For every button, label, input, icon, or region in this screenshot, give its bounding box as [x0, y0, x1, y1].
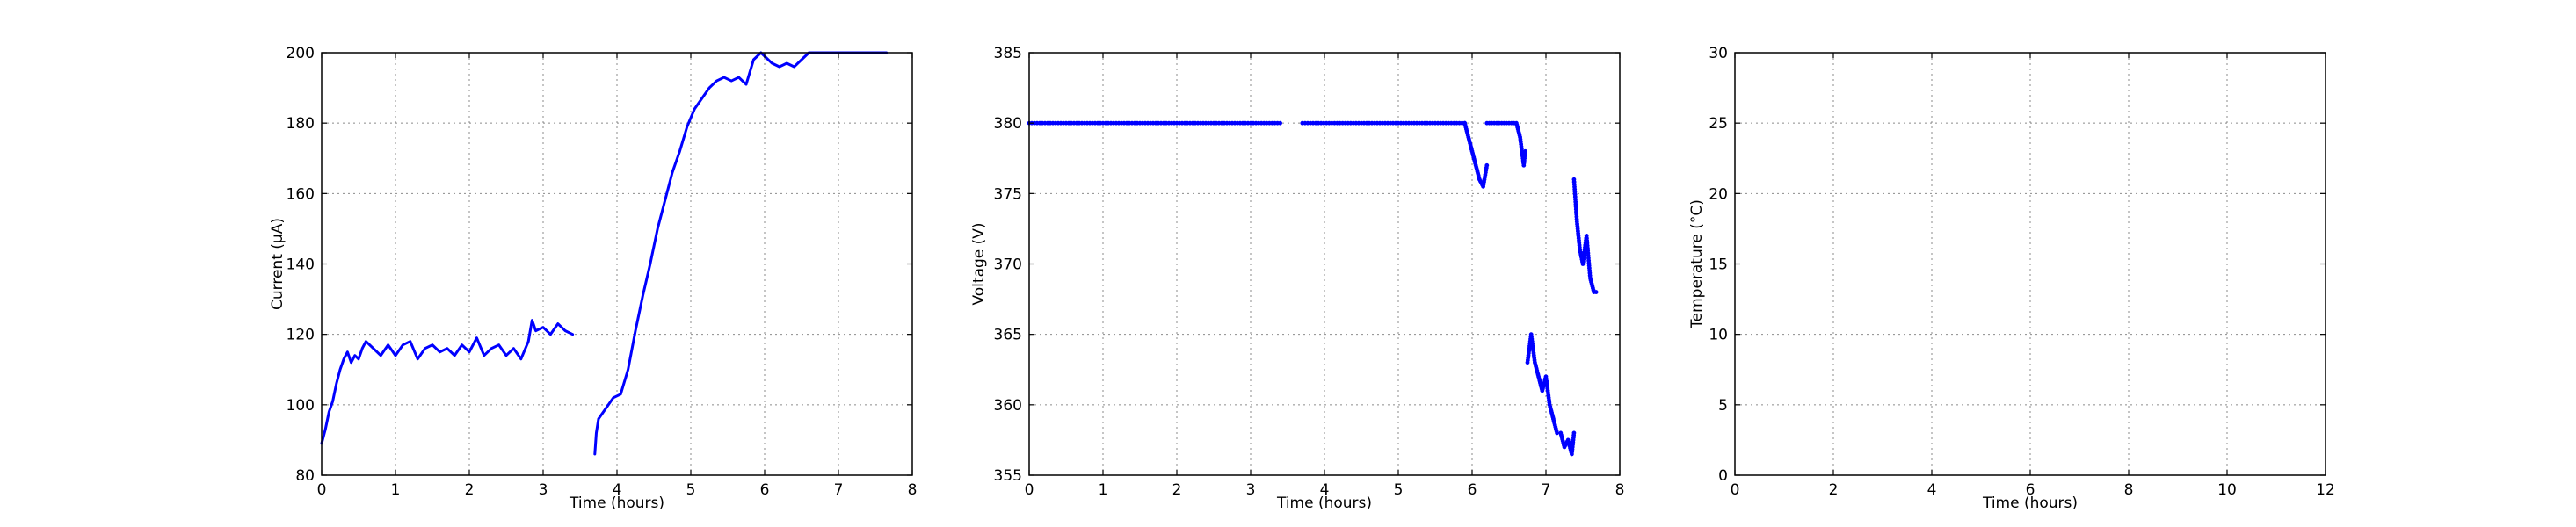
voltage-x-tick-label: 1 — [1099, 481, 1108, 499]
current-x-tick-label: 4 — [613, 481, 622, 499]
voltage-gridlines — [1029, 53, 1620, 475]
current-series-line — [320, 319, 575, 445]
temperature-panel: 0 2 4 6 8 10 12 0 5 10 15 20 25 30 Time (hours) Tempe… — [1688, 45, 2335, 512]
current-x-tick-label: 7 — [834, 481, 844, 499]
current-x-tick-label: 8 — [908, 481, 918, 499]
current-y-tick-label: 180 — [287, 115, 315, 133]
voltage-x-tick-label: 7 — [1542, 481, 1551, 499]
voltage-data-point — [1278, 120, 1282, 126]
voltage-y-tick-label: 360 — [994, 397, 1022, 415]
temperature-y-tick-label: 15 — [1709, 256, 1728, 274]
current-x-tick-label: 5 — [686, 481, 696, 499]
voltage-panel: 0 1 2 3 4 5 6 7 8 355 360 365 370 375 380 385 Time (hou… — [970, 45, 1624, 512]
temperature-y-tick-label: 10 — [1709, 327, 1728, 344]
temperature-x-axis-label: Time (hours) — [1982, 495, 2078, 512]
current-x-tick-label: 0 — [317, 481, 327, 499]
temperature-y-tick-label: 5 — [1718, 397, 1728, 415]
voltage-ticks: 0 1 2 3 4 5 6 7 8 355 360 365 370 375 380 385 — [994, 45, 1625, 499]
temperature-x-tick-label: 2 — [1829, 481, 1839, 499]
voltage-x-tick-label: 6 — [1468, 481, 1477, 499]
temperature-y-axis-label: Temperature (°C) — [1688, 199, 1706, 329]
current-plot-area — [320, 51, 889, 456]
voltage-y-tick-label: 385 — [994, 45, 1022, 62]
current-ticks: 0 1 2 3 4 5 6 7 8 80 100 120 140 160 180 200 — [287, 45, 918, 499]
temperature-x-tick-label: 0 — [1731, 481, 1740, 499]
voltage-data-point — [1555, 430, 1559, 436]
voltage-data-point — [1523, 148, 1527, 154]
current-y-tick-label: 140 — [287, 256, 315, 274]
voltage-x-tick-label: 3 — [1246, 481, 1256, 499]
current-y-axis-label: Current (µA) — [269, 218, 287, 310]
voltage-x-tick-label: 0 — [1025, 481, 1034, 499]
temperature-y-tick-label: 25 — [1709, 115, 1728, 133]
voltage-data-point — [1484, 162, 1490, 168]
voltage-y-tick-label: 365 — [994, 327, 1022, 344]
voltage-y-tick-label: 355 — [994, 467, 1022, 485]
current-x-axis-label: Time (hours) — [569, 495, 664, 512]
voltage-plot-area — [1027, 120, 1599, 457]
current-x-tick-label: 1 — [391, 481, 401, 499]
voltage-x-tick-label: 4 — [1320, 481, 1330, 499]
current-y-tick-label: 160 — [287, 185, 315, 203]
voltage-x-tick-label: 2 — [1172, 481, 1182, 499]
voltage-x-tick-label: 8 — [1615, 481, 1625, 499]
temperature-x-tick-label: 10 — [2217, 481, 2237, 499]
temperature-y-tick-label: 30 — [1709, 45, 1728, 62]
temperature-x-tick-label: 8 — [2124, 481, 2134, 499]
current-x-tick-label: 6 — [760, 481, 770, 499]
temperature-y-tick-label: 20 — [1709, 185, 1728, 203]
current-y-tick-label: 100 — [287, 397, 315, 415]
temperature-ticks: 0 2 4 6 8 10 12 0 5 10 15 20 25 30 — [1709, 45, 2334, 499]
voltage-y-axis-label: Voltage (V) — [970, 222, 988, 305]
current-y-tick-label: 80 — [295, 467, 315, 485]
voltage-data-point — [1593, 290, 1599, 294]
current-y-tick-label: 120 — [287, 327, 315, 344]
current-x-tick-label: 2 — [465, 481, 475, 499]
temperature-x-tick-label: 6 — [2026, 481, 2035, 499]
voltage-x-tick-label: 5 — [1394, 481, 1404, 499]
temperature-gridlines — [1735, 53, 2326, 475]
voltage-y-tick-label: 380 — [994, 115, 1022, 133]
voltage-data-point — [1571, 430, 1577, 436]
current-panel: 0 1 2 3 4 5 6 7 8 80 100 120 140 160 180 200 Time (hour… — [269, 45, 917, 512]
temperature-y-tick-label: 0 — [1718, 467, 1728, 485]
current-x-tick-label: 3 — [539, 481, 548, 499]
current-series-line — [593, 51, 889, 456]
voltage-y-tick-label: 370 — [994, 256, 1022, 274]
temperature-x-tick-label: 12 — [2316, 481, 2335, 499]
voltage-x-axis-label: Time (hours) — [1276, 495, 1372, 512]
voltage-y-tick-label: 375 — [994, 185, 1022, 203]
current-gridlines — [322, 53, 912, 475]
temperature-x-tick-label: 4 — [1927, 481, 1937, 499]
current-y-tick-label: 200 — [287, 45, 315, 62]
